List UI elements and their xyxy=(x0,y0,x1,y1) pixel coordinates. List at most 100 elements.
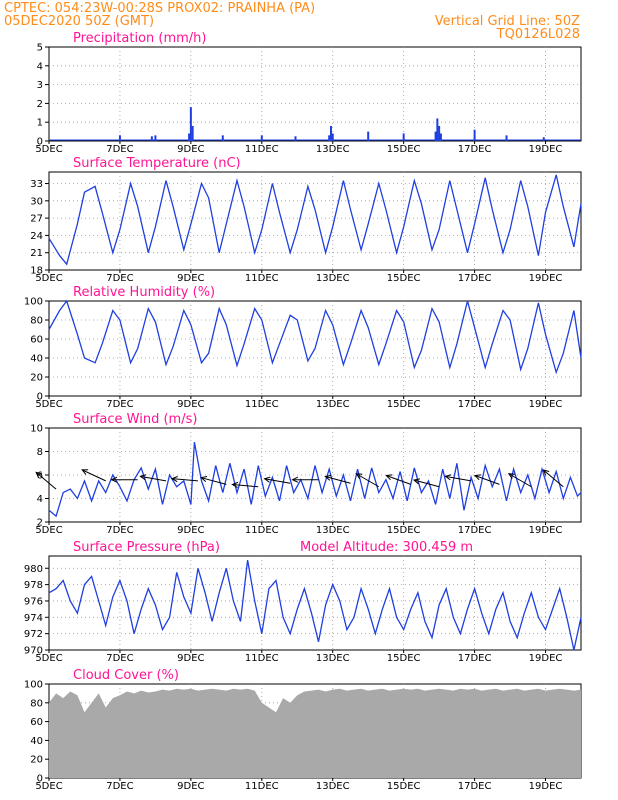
cloud-panel: 0 20 40 60 80 100 5DEC 7DEC 9DEC 11DEC 13DEC 15DEC 1… xyxy=(24,668,582,792)
wind-title: Surface Wind (m/s) xyxy=(73,412,197,427)
wind-vector xyxy=(172,478,199,482)
wind-vector xyxy=(35,472,57,490)
pressure-xtick-label: 9DEC xyxy=(177,653,204,664)
header-line1-left: CPTEC: 054:23W-00:28S PROX02: PRAINHA (P… xyxy=(4,1,315,16)
panels-group: 0 1 2 3 4 5 5DEC 7DEC 9DEC 11DEC 13DEC 15DEC 17DEC 19… xyxy=(24,31,582,792)
temperature-title: Surface Temperature (nC) xyxy=(73,156,241,171)
wind-vector xyxy=(445,475,472,482)
wind-vector-head xyxy=(385,474,393,481)
precipitation-ytick-label: 4 xyxy=(37,61,43,72)
wind-xtick-label: 17DEC xyxy=(458,525,492,536)
precip-bar xyxy=(331,133,334,141)
humidity-ytick-label: 100 xyxy=(24,297,43,308)
precip-bar xyxy=(436,118,439,141)
precipitation-ytick-label: 5 xyxy=(37,43,43,54)
wind-ytick-label: 4 xyxy=(37,494,43,505)
temperature-xtick-label: 7DEC xyxy=(106,273,133,284)
wind-vector-head xyxy=(324,474,332,481)
pressure-frame xyxy=(48,555,582,651)
pressure-xtick-label: 11DEC xyxy=(245,653,279,664)
pressure-xtick-label: 13DEC xyxy=(316,653,350,664)
temperature-xtick-label: 19DEC xyxy=(529,273,563,284)
precip-bar xyxy=(154,135,157,141)
wind-vector xyxy=(264,478,291,484)
temperature-ytick-label: 30 xyxy=(30,196,43,207)
temperature-ytick-label: 33 xyxy=(30,179,43,190)
humidity-ytick-label: 20 xyxy=(30,373,43,384)
cloud-ytick-label: 0 xyxy=(37,774,43,785)
cloud-ytick-label: 100 xyxy=(24,680,43,691)
precipitation-xtick-label: 19DEC xyxy=(529,144,563,155)
humidity-xtick-label: 17DEC xyxy=(458,399,492,410)
precip-bar xyxy=(402,133,405,141)
precip-bar xyxy=(542,137,545,141)
pressure-xtick-label: 15DEC xyxy=(387,653,421,664)
precip-bar xyxy=(294,136,297,141)
pressure-title: Surface Pressure (hPa) xyxy=(73,540,220,555)
cloud-xtick-label: 15DEC xyxy=(387,781,421,792)
precip-bar xyxy=(438,125,441,141)
cloud-ytick-label: 20 xyxy=(30,755,43,766)
cloud-xtick-label: 11DEC xyxy=(245,781,279,792)
precipitation-xtick-label: 5DEC xyxy=(35,144,62,155)
wind-ytick-label: 8 xyxy=(37,447,43,458)
temperature-ytick-label: 21 xyxy=(30,248,43,259)
humidity-ytick-label: 0 xyxy=(37,392,43,403)
precipitation-ytick-label: 2 xyxy=(37,99,43,110)
wind-xtick-label: 15DEC xyxy=(387,525,421,536)
pressure-ytick-label: 970 xyxy=(24,646,43,657)
precip-bar xyxy=(505,135,508,141)
wind-vector-head xyxy=(81,469,89,475)
wind-vector xyxy=(413,479,440,488)
cloud-ytick-label: 60 xyxy=(30,717,43,728)
wind-vector xyxy=(474,475,500,485)
wind-xtick-label: 7DEC xyxy=(106,525,133,536)
cloud-xtick-label: 17DEC xyxy=(458,781,492,792)
wind-vector-head xyxy=(444,474,452,481)
cloud-xtick-label: 5DEC xyxy=(35,781,62,792)
pressure-ytick-label: 978 xyxy=(24,580,43,591)
wind-vector-head xyxy=(263,476,271,483)
wind-vector-head xyxy=(542,469,550,476)
pressure-xtick-label: 7DEC xyxy=(106,653,133,664)
precip-bar xyxy=(367,131,370,141)
precip-bar xyxy=(328,135,331,141)
humidity-ytick-label: 40 xyxy=(30,354,43,365)
pressure-xtick-label: 5DEC xyxy=(35,653,62,664)
pressure-line xyxy=(48,559,582,651)
precip-bar xyxy=(434,131,437,141)
wind-ytick-label: 2 xyxy=(37,518,43,529)
temperature-xtick-label: 9DEC xyxy=(177,273,204,284)
precip-bar xyxy=(260,135,263,141)
precipitation-xtick-label: 11DEC xyxy=(245,144,279,155)
wind-ytick-label: 10 xyxy=(30,424,43,435)
precipitation-xtick-label: 7DEC xyxy=(106,144,133,155)
wind-vector-head xyxy=(355,473,363,479)
humidity-title: Relative Humidity (%) xyxy=(73,285,215,300)
wind-vector xyxy=(508,473,532,488)
pressure-ytick-label: 972 xyxy=(24,629,43,640)
wind-vector-head xyxy=(200,476,208,482)
wind-vector-head xyxy=(231,481,239,488)
humidity-xtick-label: 15DEC xyxy=(387,399,421,410)
humidity-xtick-label: 19DEC xyxy=(529,399,563,410)
precip-bar xyxy=(473,129,476,141)
humidity-xtick-label: 11DEC xyxy=(245,399,279,410)
humidity-xtick-label: 9DEC xyxy=(177,399,204,410)
cloud-title: Cloud Cover (%) xyxy=(73,668,179,683)
wind-vector xyxy=(140,475,167,482)
header-line2-right: Vertical Grid Line: 50Z xyxy=(435,14,580,29)
precip-bar xyxy=(188,133,191,141)
pressure-xtick-label: 17DEC xyxy=(458,653,492,664)
pressure-xtick-label: 19DEC xyxy=(529,653,563,664)
humidity-panel: 0 20 40 60 80 100 5DEC 7DEC 9DEC 11DEC 13DEC 15DEC 1… xyxy=(24,285,582,410)
temperature-xtick-label: 15DEC xyxy=(387,273,421,284)
pressure-panel: 970 972 974 976 978 980 5DEC 7DEC 9DEC 11DEC 13DEC… xyxy=(24,540,582,664)
pressure-ytick-label: 974 xyxy=(24,613,43,624)
humidity-line xyxy=(48,299,582,375)
precipitation-xtick-label: 9DEC xyxy=(177,144,204,155)
cloud-xtick-label: 19DEC xyxy=(529,781,563,792)
cloud-ytick-label: 40 xyxy=(30,736,43,747)
pressure-ytick-label: 980 xyxy=(24,564,43,575)
